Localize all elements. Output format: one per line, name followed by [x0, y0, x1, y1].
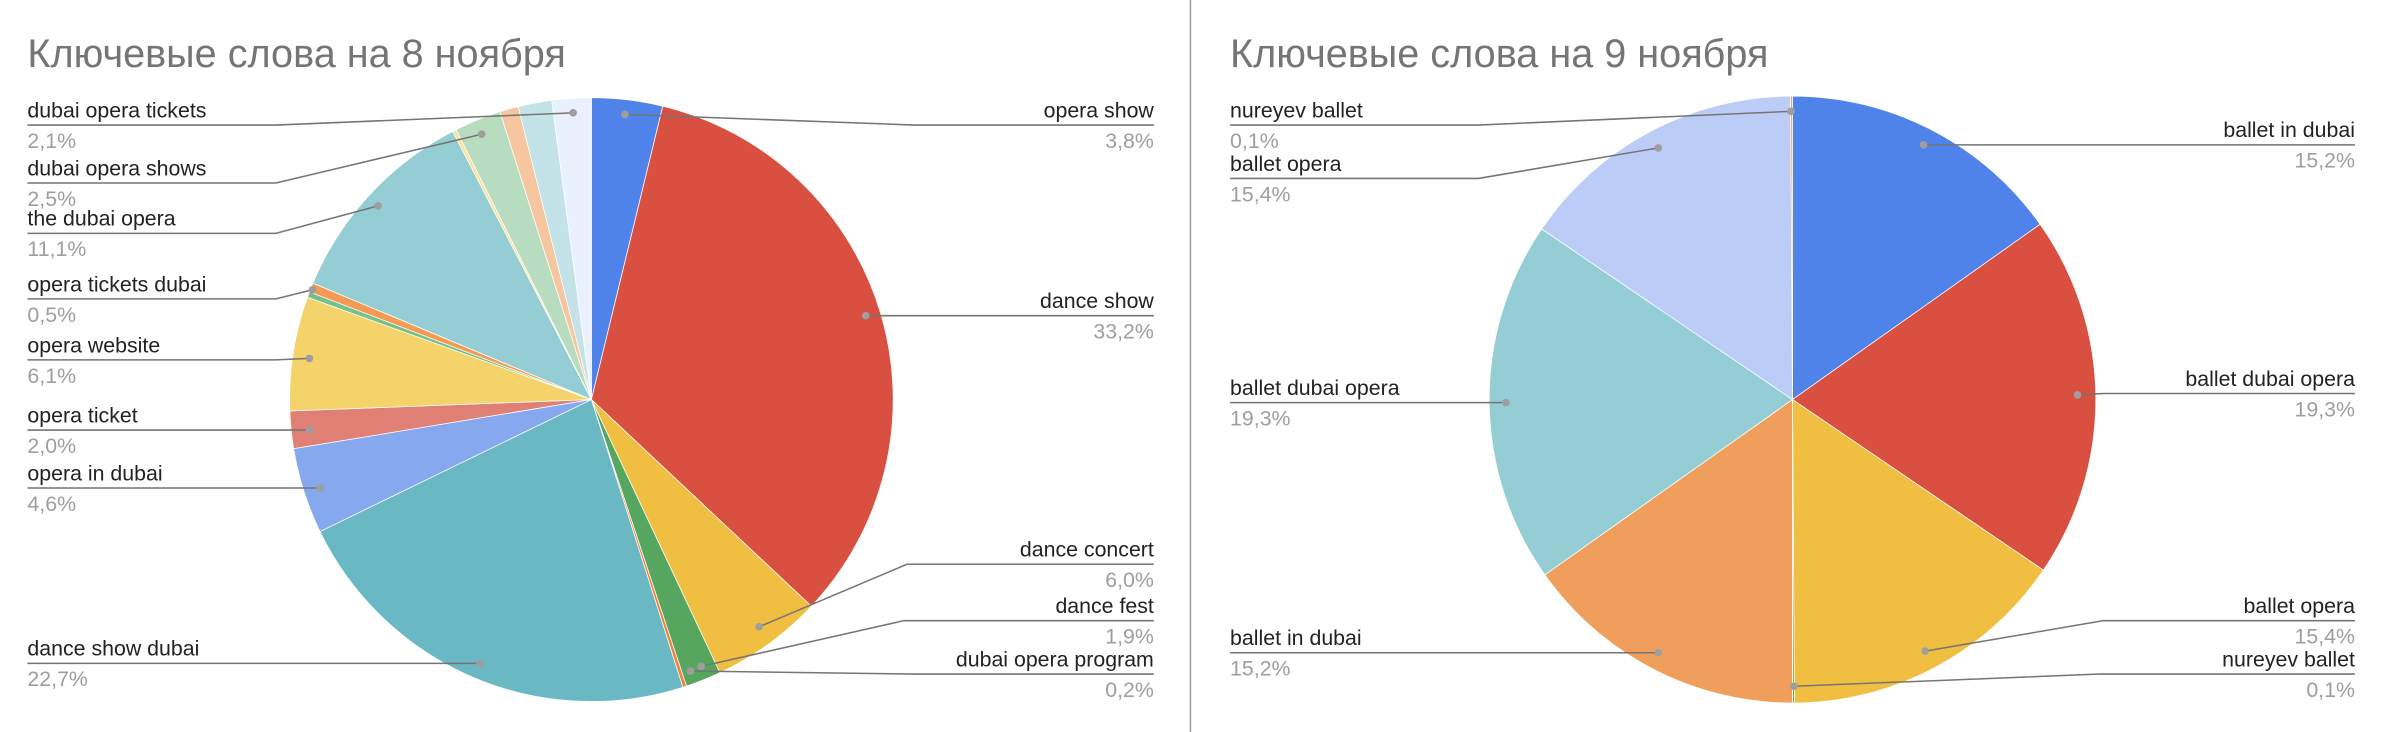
pie-nov-9: ballet in dubai 15,2% ballet dubai opera 19…: [1230, 95, 2356, 704]
leader-dot: [1921, 647, 1929, 655]
slice-label: nureyev ballet: [2222, 647, 2355, 671]
leader-dot: [316, 484, 324, 492]
leader-dot: [686, 667, 695, 675]
slice-label: the dubai opera: [27, 207, 175, 231]
pie-slice-ballet-opera[interactable]: [1792, 398, 2044, 704]
pie-slice-ballet-opera[interactable]: [1541, 95, 1793, 401]
slice-percent: 6,0%: [1105, 568, 1154, 592]
slice-percent: 19,3%: [2294, 397, 2354, 421]
leader-dot: [1790, 682, 1798, 691]
leader-dot: [861, 311, 870, 320]
slice-percent: 15,4%: [2294, 625, 2354, 649]
leader-dot: [1654, 144, 1663, 152]
leader-line: [690, 670, 1154, 675]
leader-dot: [1502, 398, 1510, 407]
slice-percent: 15,4%: [1230, 182, 1290, 206]
slice-percent: 2,0%: [27, 434, 76, 458]
slice-percent: 15,2%: [2294, 149, 2354, 173]
leader-dot: [697, 662, 705, 671]
leader-line: [1793, 673, 2355, 688]
pie-slice-dance-show-dubai[interactable]: [319, 399, 684, 702]
leader-dot: [308, 285, 317, 294]
pie-slice-the-dubai-opera[interactable]: [312, 130, 593, 401]
slice-percent: 0,2%: [1105, 678, 1154, 702]
leader-dot: [476, 659, 484, 668]
leader-line: [27, 133, 482, 184]
pie-nov-8: opera show 3,8% dance show 33,2% dance conce…: [27, 97, 1155, 702]
pie-slice-ballet-in-dubai[interactable]: [1544, 398, 1793, 704]
slice-label: dance fest: [1055, 594, 1153, 618]
leader-dot: [1919, 141, 1928, 149]
leader-line: [27, 357, 310, 361]
leader-line: [2077, 392, 2355, 396]
slice-percent: 2,1%: [27, 129, 76, 153]
leader-dot: [374, 202, 382, 210]
slice-percent: 22,7%: [27, 667, 87, 691]
leader-line: [700, 619, 1154, 668]
pie-slice-ballet-in-dubai[interactable]: [1792, 95, 2041, 401]
slice-percent: 3,8%: [1105, 129, 1154, 153]
leader-line: [27, 205, 379, 235]
leader-line: [1924, 619, 2355, 652]
slice-label: dance concert: [1020, 538, 1154, 562]
leader-dot: [1787, 107, 1795, 116]
leader-dot: [621, 110, 629, 119]
slice-label: dubai opera program: [956, 647, 1154, 671]
leader-dot: [477, 130, 486, 139]
pie-slice-nureyev-ballet[interactable]: [1790, 95, 1793, 400]
leader-line: [1230, 110, 1792, 126]
slice-percent: 33,2%: [1093, 320, 1153, 344]
slice-label: opera show: [1044, 98, 1155, 122]
slice-percent: 0,5%: [27, 303, 76, 327]
pie-slice-ballet-dubai-opera[interactable]: [1791, 223, 2097, 571]
pie-slice-dubai-opera-tickets[interactable]: [551, 97, 592, 400]
leader-line: [758, 563, 1154, 628]
slice-label: opera in dubai: [27, 461, 162, 485]
slice-label: dubai opera tickets: [27, 98, 206, 122]
slice-percent: 0,1%: [1230, 129, 1279, 153]
chart-title-nov-8: Ключевые слова на 8 ноября: [27, 32, 565, 76]
slice-label: dubai opera shows: [27, 156, 206, 180]
leader-dot: [2073, 391, 2082, 399]
chart-title-nov-9: Ключевые слова на 9 ноября: [1230, 32, 1768, 76]
slice-percent: 15,2%: [1230, 657, 1290, 681]
leader-dot: [305, 354, 314, 363]
slice-label: ballet in dubai: [1230, 626, 1362, 650]
slice-percent: 2,5%: [27, 187, 76, 211]
leader-line: [1230, 147, 1659, 180]
slice-label: opera website: [27, 333, 160, 357]
slice-label: opera tickets dubai: [27, 272, 206, 296]
leader-line: [27, 289, 313, 300]
leader-dot: [305, 426, 314, 434]
slice-label: ballet dubai opera: [2185, 367, 2355, 391]
slice-label: ballet dubai opera: [1230, 376, 1400, 400]
slice-label: opera ticket: [27, 403, 137, 427]
slice-label: dance show dubai: [27, 637, 199, 661]
slice-label: ballet in dubai: [2223, 118, 2355, 142]
leader-dot: [755, 622, 763, 631]
slice-percent: 11,1%: [27, 237, 86, 261]
slice-label: dance show: [1040, 289, 1154, 313]
slice-percent: 4,6%: [27, 492, 76, 516]
slice-percent: 0,1%: [2306, 678, 2355, 702]
slice-label: ballet opera: [1230, 152, 1342, 176]
pie-slice-dance-show[interactable]: [590, 105, 894, 607]
slice-percent: 19,3%: [1230, 406, 1290, 430]
leader-dot: [1654, 648, 1663, 657]
slice-percent: 6,1%: [27, 364, 76, 388]
slice-label: nureyev ballet: [1230, 98, 1363, 122]
slice-percent: 1,9%: [1105, 625, 1154, 649]
slice-label: ballet opera: [2244, 594, 2356, 618]
leader-dot: [569, 109, 577, 117]
leader-line: [624, 113, 1154, 126]
leader-line: [27, 112, 574, 126]
